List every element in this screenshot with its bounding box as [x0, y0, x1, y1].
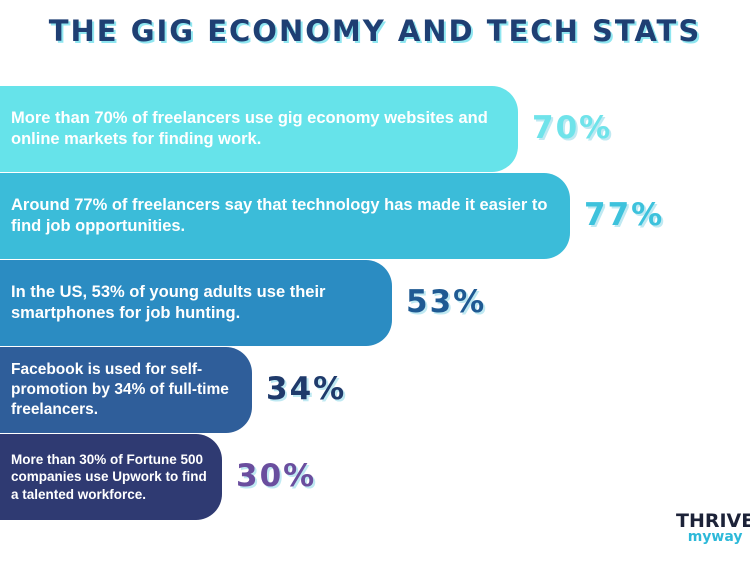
- bar-77: Around 77% of freelancers say that techn…: [0, 173, 570, 259]
- value-label: 34%: [266, 370, 347, 407]
- value-label: 70%: [532, 109, 613, 146]
- thrive-my-way-logo: THRIVE myway: [676, 510, 750, 545]
- bar-34: Facebook is used for self-promotion by 3…: [0, 347, 252, 433]
- value-label: 30%: [236, 457, 317, 494]
- bar-label: Around 77% of freelancers say that techn…: [11, 195, 548, 235]
- bar-70: More than 70% of freelancers use gig eco…: [0, 86, 518, 172]
- value-label: 77%: [584, 196, 665, 233]
- page-title: THE GIG ECONOMY AND TECH STATS: [48, 14, 702, 48]
- bar-label: More than 70% of freelancers use gig eco…: [11, 108, 488, 148]
- brand-top-text: THRIVE: [676, 510, 750, 532]
- bar-53: In the US, 53% of young adults use their…: [0, 260, 392, 346]
- bar-label: In the US, 53% of young adults use their…: [11, 282, 326, 322]
- value-label: 53%: [406, 283, 487, 320]
- bar-label: Facebook is used for self-promotion by 3…: [11, 360, 229, 419]
- bar-30: More than 30% of Fortune 500 companies u…: [0, 434, 222, 520]
- bar-label: More than 30% of Fortune 500 companies u…: [11, 451, 207, 502]
- brand-bottom-text: myway: [687, 529, 743, 545]
